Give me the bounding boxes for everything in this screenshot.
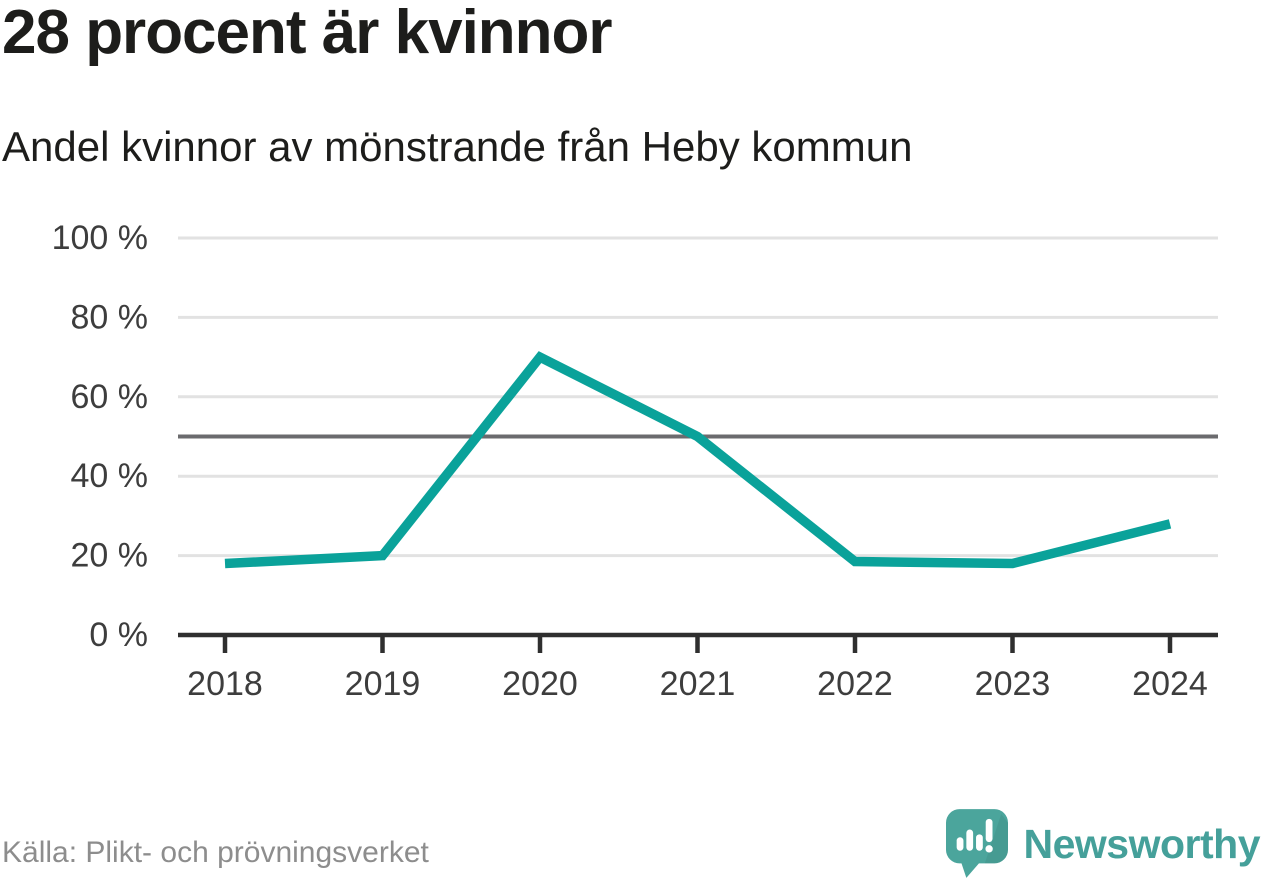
chart-subtitle: Andel kvinnor av mönstrande från Heby ko…: [2, 123, 913, 170]
y-axis-tick-label: 80 %: [71, 298, 149, 336]
data-line: [224, 351, 1172, 569]
logo-bar-3: [975, 834, 983, 851]
line-chart: 0 % 20 % 40 % 60 % 80 % 100 % 2018 2019 2020 2021…: [0, 200, 1262, 720]
x-axis-tick-label: 2018: [187, 665, 263, 703]
newsworthy-logo-text: Newsworthy: [1023, 820, 1261, 867]
x-axis-tick-label: 2022: [817, 665, 893, 703]
logo-exclamation-bar: [985, 818, 992, 843]
x-axis-tick-label: 2019: [345, 665, 421, 703]
y-axis-tick-label: 100 %: [52, 219, 148, 257]
source-note: Källa: Plikt- och prövningsverket: [2, 836, 429, 869]
logo-bar-2: [965, 829, 973, 851]
chart-title: 28 procent är kvinnor: [2, 0, 613, 67]
logo-bar-1: [956, 837, 963, 851]
x-axis-tick-label: 2024: [1132, 665, 1208, 703]
y-axis-tick-label: 60 %: [71, 378, 149, 416]
logo-exclamation-dot: [984, 845, 993, 853]
y-axis-tick-label: 40 %: [71, 457, 149, 495]
x-axis-tick-label: 2020: [502, 665, 578, 703]
x-axis-tick-label: 2021: [660, 665, 736, 703]
y-axis-tick-label: 0 %: [89, 616, 148, 654]
newsworthy-logo-icon: [945, 809, 1008, 878]
newsworthy-logo: Newsworthy: [945, 809, 1261, 879]
line-chart-svg: 0 % 20 % 40 % 60 % 80 % 100 % 2018 2019 2020 2021…: [52, 219, 1218, 703]
y-axis-tick-label: 20 %: [71, 537, 149, 575]
x-axis-tick-label: 2023: [975, 665, 1051, 703]
